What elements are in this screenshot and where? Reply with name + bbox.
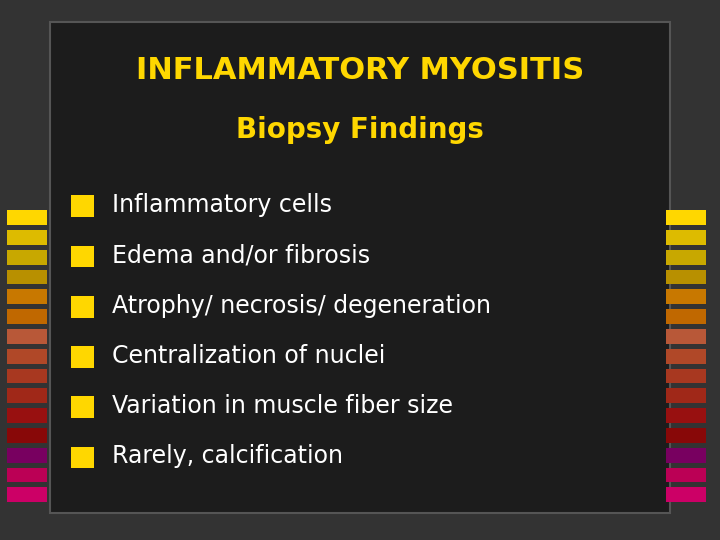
Text: Atrophy/ necrosis/ degeneration: Atrophy/ necrosis/ degeneration [112,294,490,318]
Text: Rarely, calcification: Rarely, calcification [112,444,343,468]
Bar [666,448,706,463]
Bar [7,309,47,324]
Bar [666,250,706,265]
Text: Variation in muscle fiber size: Variation in muscle fiber size [112,394,453,418]
Bar [666,368,706,383]
Bar [7,368,47,383]
Bar [7,428,47,443]
FancyBboxPatch shape [50,22,670,513]
Bar [7,210,47,225]
Bar [7,487,47,502]
Bar [666,408,706,423]
Bar [666,210,706,225]
Bar [7,388,47,403]
FancyBboxPatch shape [71,396,94,418]
Bar [7,408,47,423]
Bar [666,269,706,285]
Bar [7,448,47,463]
FancyBboxPatch shape [71,246,94,267]
FancyBboxPatch shape [71,296,94,318]
Text: Centralization of nuclei: Centralization of nuclei [112,344,385,368]
Bar [666,289,706,304]
Text: Inflammatory cells: Inflammatory cells [112,193,332,217]
Bar [666,309,706,324]
Bar [666,329,706,344]
Bar [666,428,706,443]
Bar [7,468,47,482]
Bar [7,349,47,363]
Bar [666,230,706,245]
Bar [7,269,47,285]
Text: Biopsy Findings: Biopsy Findings [236,116,484,144]
Text: Edema and/or fibrosis: Edema and/or fibrosis [112,244,370,267]
Bar [7,329,47,344]
Bar [666,487,706,502]
Bar [666,349,706,363]
Bar [666,388,706,403]
Bar [7,250,47,265]
FancyBboxPatch shape [71,346,94,368]
FancyBboxPatch shape [71,195,94,217]
Bar [7,289,47,304]
Bar [666,468,706,482]
FancyBboxPatch shape [71,447,94,468]
Bar [7,230,47,245]
Text: INFLAMMATORY MYOSITIS: INFLAMMATORY MYOSITIS [136,56,584,85]
